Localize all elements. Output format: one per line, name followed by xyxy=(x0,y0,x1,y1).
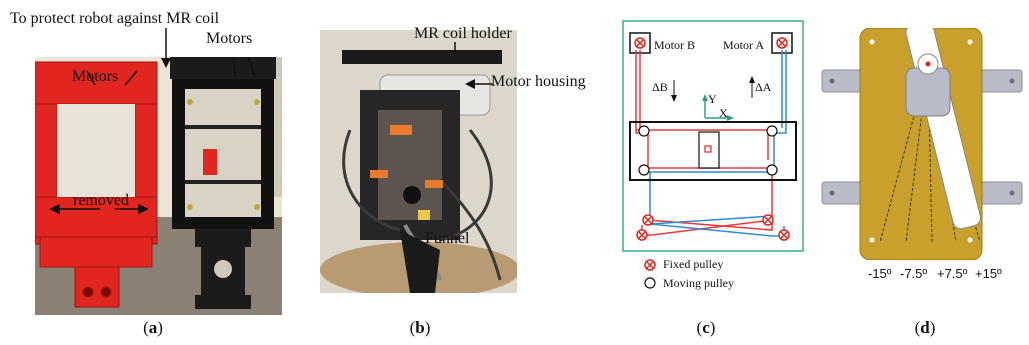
protect-arrow-icon xyxy=(161,28,171,68)
black-frame xyxy=(170,57,276,309)
fixed-pulleys xyxy=(636,214,790,241)
housing-arrow-icon xyxy=(465,79,493,89)
fixed-pulley-icon xyxy=(644,259,656,271)
panel-a: To protect robot against MR coil Motors … xyxy=(0,0,300,345)
panel-b: MR coil holder Motor housing Funnel (b) xyxy=(300,0,600,345)
carriage xyxy=(698,131,720,169)
label-motor-b: Motor B xyxy=(654,38,696,52)
panel-d: -15º -7.5º +7.5º +15º (d) xyxy=(810,0,1029,345)
cable-pulley-diagram xyxy=(622,20,804,252)
robot-assembly-illustration xyxy=(320,30,517,293)
label-motors-right: Motors xyxy=(206,30,253,47)
frame-rectangle xyxy=(629,121,797,181)
caption-b: (b) xyxy=(409,318,431,337)
photo-robot-assembly xyxy=(320,30,517,293)
angle-label-1: -7.5º xyxy=(900,266,928,281)
legend-moving-pulley: Moving pulley xyxy=(663,276,734,290)
caption-d: (d) xyxy=(914,318,936,337)
label-protect-robot: To protect robot against MR coil xyxy=(10,10,220,27)
robot-frames-illustration xyxy=(35,57,282,315)
panel-c: Motor B Motor A ΔB ΔA Y X Fixed pulley M… xyxy=(600,0,810,345)
label-funnel: Funnel xyxy=(425,230,470,247)
angle-label-0: -15º xyxy=(868,266,892,281)
photo-robot-frames xyxy=(35,57,282,315)
caption-c: (c) xyxy=(696,318,716,337)
angle-plate-diagram xyxy=(821,28,1023,260)
holder-arrow-icon xyxy=(454,42,456,56)
label-motor-housing: Motor housing xyxy=(491,73,586,90)
label-motor-a: Motor A xyxy=(723,38,765,52)
label-mr-coil-holder: MR coil holder xyxy=(414,25,512,42)
label-motors-left: Motors xyxy=(72,68,119,85)
label-axis-x: X xyxy=(719,106,728,120)
label-delta-a: ΔA xyxy=(755,80,772,94)
red-frame xyxy=(35,61,158,308)
angle-label-3: +15º xyxy=(975,266,1002,281)
moving-pulleys xyxy=(638,125,778,176)
angle-label-2: +7.5º xyxy=(937,266,968,281)
label-axis-y: Y xyxy=(708,92,717,106)
moving-pulley-icon xyxy=(644,277,656,289)
caption-a: (a) xyxy=(143,318,163,337)
legend-fixed-pulley: Fixed pulley xyxy=(663,257,724,271)
label-removed: removed xyxy=(73,192,129,209)
label-delta-b: ΔB xyxy=(652,80,668,94)
